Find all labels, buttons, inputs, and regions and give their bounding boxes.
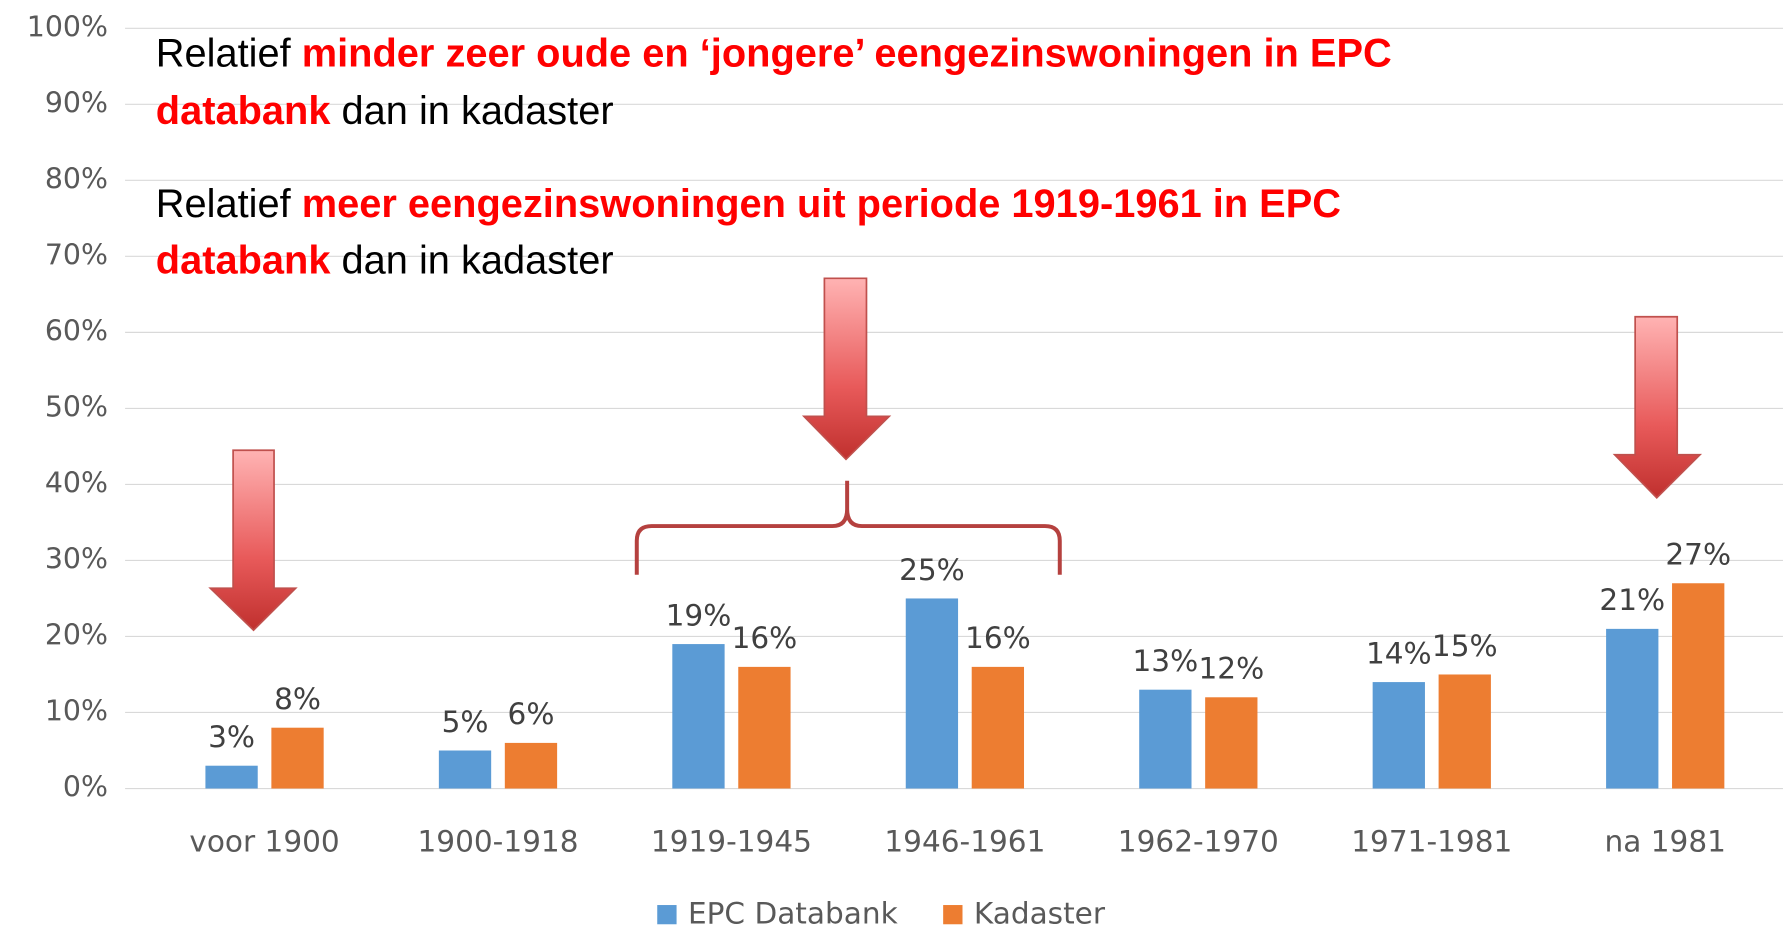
bar xyxy=(1205,697,1258,789)
labels: 0% 10% 20% 30% 40% 50% 60% 70% 80% 90% 100% voor 19… xyxy=(27,10,1731,930)
bar xyxy=(1606,628,1659,789)
annotation: Relatief meer eengezinswoningen uit peri… xyxy=(156,183,1341,227)
annotation-run: dan in kadaster xyxy=(330,239,613,283)
legend-swatch xyxy=(943,905,963,925)
y-tick-label: 80% xyxy=(45,162,108,195)
bar xyxy=(1139,689,1192,789)
annotation: Relatief minder zeer oude en ‘jongere’ e… xyxy=(156,32,1392,76)
y-tick-label: 70% xyxy=(45,238,108,271)
bar xyxy=(1372,682,1425,789)
legend-label: EPC Databank xyxy=(688,897,898,931)
brace xyxy=(634,480,1062,575)
data-label: 15% xyxy=(1432,629,1498,663)
bars xyxy=(205,583,1725,789)
decorations xyxy=(208,277,1703,632)
bar xyxy=(205,765,258,789)
x-tick-label: 1946-1961 xyxy=(884,824,1045,858)
y-tick-label: 90% xyxy=(45,86,108,119)
bar xyxy=(1672,583,1725,789)
bar xyxy=(438,750,492,789)
annotation-run: minder zeer oude en ‘jongere’ eengezinsw… xyxy=(302,32,1392,76)
y-tick-label: 30% xyxy=(45,542,108,575)
annotation: databank dan in kadaster xyxy=(156,90,614,134)
data-label: 16% xyxy=(732,621,798,655)
annotation-run: dan in kadaster xyxy=(330,90,613,134)
bar xyxy=(672,644,725,789)
data-label: 12% xyxy=(1198,652,1264,686)
bar xyxy=(971,666,1025,789)
y-tick-label: 20% xyxy=(45,619,108,652)
annotation-run: Relatief xyxy=(156,183,302,227)
annotation-run: databank xyxy=(156,90,332,134)
plot-root: 0% 10% 20% 30% 40% 50% 60% 70% 80% 90% 100% voor 19… xyxy=(27,10,1783,931)
bar xyxy=(271,727,324,789)
data-label: 19% xyxy=(666,598,732,632)
annotation-run: databank xyxy=(156,239,332,283)
y-tick-label: 10% xyxy=(45,695,108,728)
bar xyxy=(738,666,791,789)
data-label: 14% xyxy=(1366,636,1432,670)
data-label: 21% xyxy=(1599,583,1665,617)
arrow xyxy=(208,449,298,632)
annotation-run: meer eengezinswoningen uit periode 1919-… xyxy=(302,183,1341,227)
x-tick-label: 1900-1918 xyxy=(417,824,578,858)
annotation-run: Relatief xyxy=(156,32,302,76)
legend-label: Kadaster xyxy=(974,897,1106,931)
annotation: databank dan in kadaster xyxy=(156,239,614,283)
bar xyxy=(504,742,558,789)
data-label: 27% xyxy=(1665,538,1731,572)
y-tick-label: 50% xyxy=(45,390,108,423)
data-label: 5% xyxy=(442,705,489,739)
y-tick-label: 40% xyxy=(45,466,108,499)
arrow xyxy=(801,277,892,461)
x-tick-label: voor 1900 xyxy=(189,824,339,858)
data-label: 6% xyxy=(508,697,555,731)
bar xyxy=(905,598,959,789)
data-label: 8% xyxy=(274,682,321,716)
x-tick-label: na 1981 xyxy=(1605,824,1726,858)
y-tick-label: 0% xyxy=(63,771,108,804)
data-label: 3% xyxy=(208,720,255,754)
x-tick-label: 1962-1970 xyxy=(1118,824,1279,858)
legend-swatch xyxy=(657,905,677,925)
grid xyxy=(125,27,1783,790)
x-tick-label: 1971-1981 xyxy=(1351,824,1512,858)
data-label: 13% xyxy=(1133,644,1199,678)
data-label: 16% xyxy=(965,621,1031,655)
arrow xyxy=(1612,315,1703,499)
x-tick-label: 1919-1945 xyxy=(651,824,812,858)
y-tick-label: 100% xyxy=(27,10,108,43)
bar xyxy=(1438,674,1491,789)
y-tick-label: 60% xyxy=(45,314,108,347)
data-label: 25% xyxy=(899,553,965,587)
